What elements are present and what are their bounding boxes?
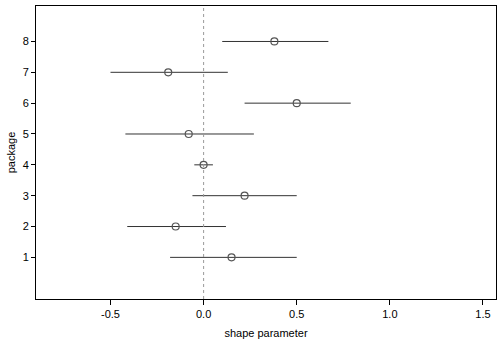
svg-text:shape parameter: shape parameter xyxy=(224,327,307,339)
svg-text:3: 3 xyxy=(23,190,29,202)
svg-text:6: 6 xyxy=(23,97,29,109)
svg-text:1.5: 1.5 xyxy=(475,308,490,320)
svg-text:7: 7 xyxy=(23,66,29,78)
svg-text:0.0: 0.0 xyxy=(196,308,211,320)
svg-text:8: 8 xyxy=(23,35,29,47)
svg-text:0.5: 0.5 xyxy=(289,308,304,320)
svg-text:2: 2 xyxy=(23,220,29,232)
svg-text:package: package xyxy=(5,132,17,174)
svg-text:4: 4 xyxy=(23,159,29,171)
svg-text:1: 1 xyxy=(23,251,29,263)
svg-text:5: 5 xyxy=(23,128,29,140)
svg-text:-0.5: -0.5 xyxy=(101,308,120,320)
svg-text:1.0: 1.0 xyxy=(382,308,397,320)
